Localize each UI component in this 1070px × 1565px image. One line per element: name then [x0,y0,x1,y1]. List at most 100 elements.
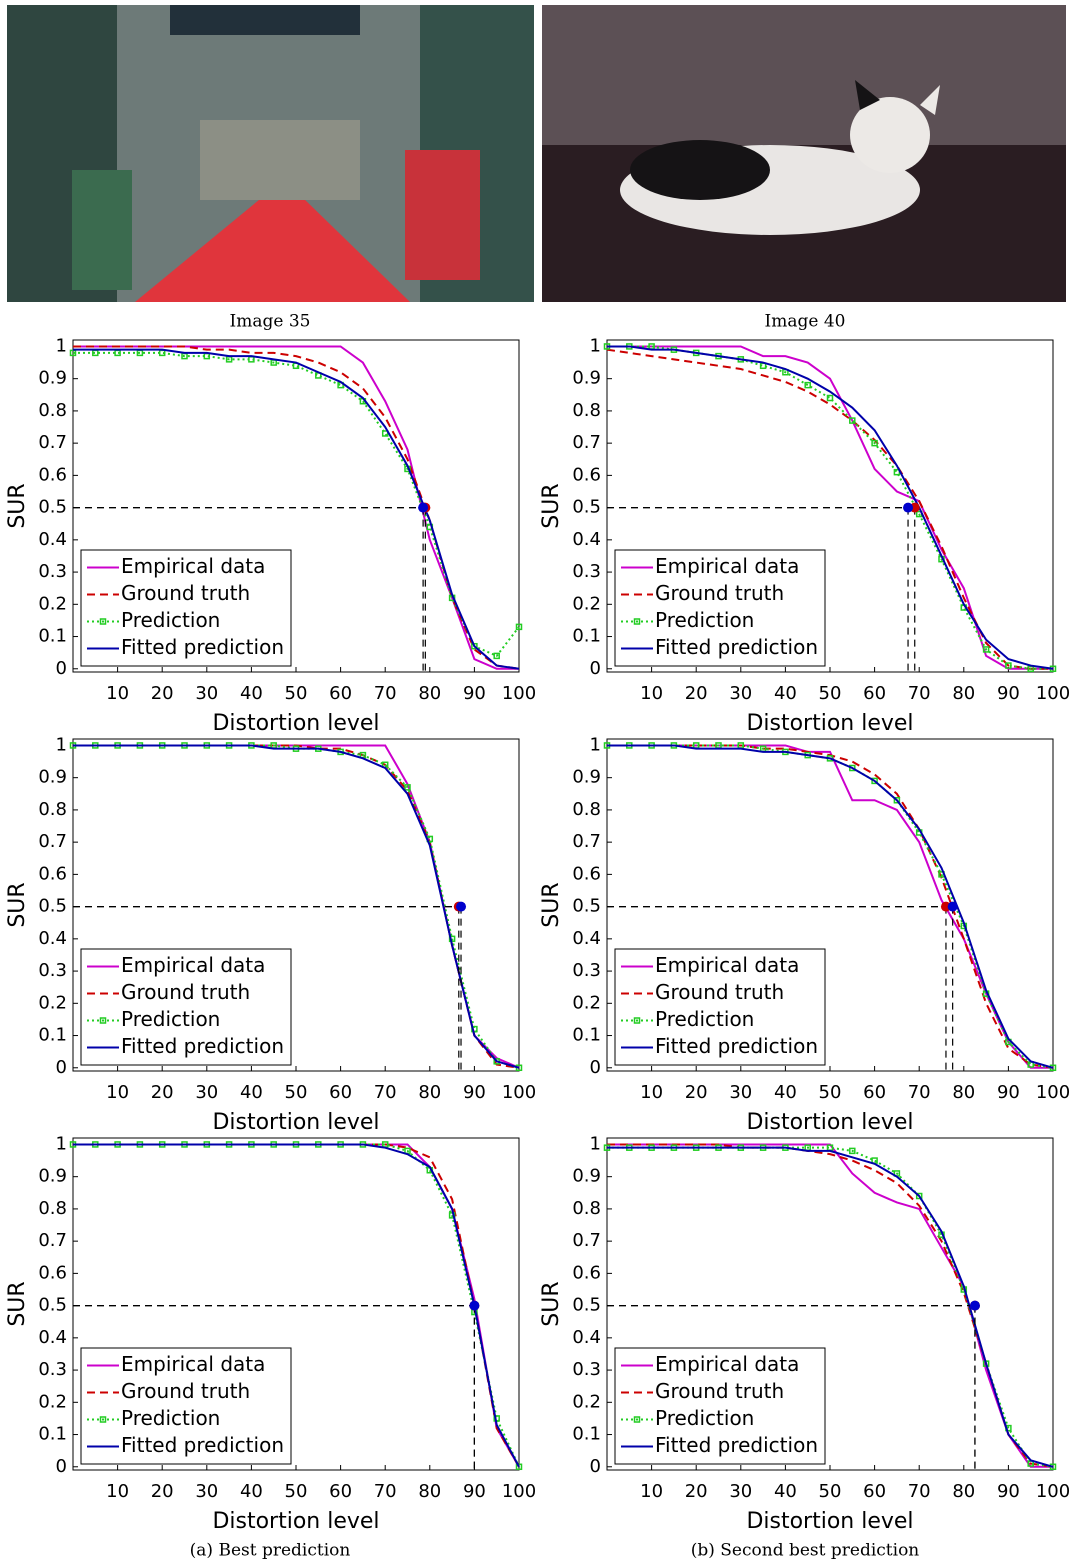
y-tick-label: 1 [590,734,601,755]
y-tick-label: 0.9 [572,1166,601,1187]
series-line [73,744,520,1069]
x-tick-label: 20 [151,683,174,704]
legend-marker [633,1017,641,1024]
x-axis-label: Distortion level [746,711,913,736]
legend-label: Prediction [121,608,220,632]
y-tick-label: 0.9 [38,767,67,788]
image-caption: Image 35 [230,312,311,332]
y-tick-label: 0.2 [38,992,67,1013]
x-tick-label: 20 [685,1481,708,1502]
y-tick-label: 0.2 [572,593,601,614]
chart: 10 20 30 40 50 60 70 80 90 100 0 0.1 0.2 0.3 0.4 0.5 0.6… [539,1133,1070,1534]
y-tick-label: 0.7 [38,831,67,852]
data-point [849,417,856,424]
y-tick-label: 0.8 [572,799,601,820]
data-point [893,796,901,804]
y-tick-label: 0.9 [38,1166,67,1187]
x-tick-label: 100 [1036,1082,1070,1103]
chart: 10 20 30 40 50 60 70 80 90 100 0 0.1 0.2 0.3 0.4 0.5 0.6… [539,734,1070,1135]
series-line [607,345,1053,670]
y-axis-label: SUR [5,483,30,528]
series-line [73,1143,520,1468]
x-tick-label: 40 [240,1481,263,1502]
legend-box [80,1347,292,1465]
series-line [73,744,520,1069]
x-tick-label: 30 [195,683,218,704]
x-axis-label: Distortion level [212,711,379,736]
legend-label: Ground truth [121,1379,250,1403]
y-tick-label: 0.2 [38,1391,67,1412]
legend-box [614,549,826,667]
image-caption: Image 40 [765,312,846,332]
half-point [469,1300,480,1311]
y-tick-label: 0.5 [572,1295,601,1316]
x-tick-label: 30 [729,1082,752,1103]
y-tick-label: 0 [56,1057,67,1078]
y-tick-label: 0.3 [38,1359,67,1380]
y-tick-label: 0.4 [572,1327,601,1348]
subcaption: (b) Second best prediction [691,1541,920,1561]
y-tick-label: 0.6 [572,1262,601,1283]
series-line [607,345,1054,670]
y-tick-label: 0.5 [572,497,601,518]
x-tick-label: 80 [418,1082,441,1103]
y-tick-label: 0 [56,1456,67,1477]
legend-marker [99,618,107,625]
y-tick-label: 0 [56,658,67,679]
y-tick-label: 0.4 [38,529,67,550]
y-tick-label: 0.9 [572,368,601,389]
x-tick-label: 10 [106,1481,129,1502]
y-tick-label: 0.9 [572,767,601,788]
x-tick-label: 60 [863,1481,886,1502]
y-axis-label: SUR [539,882,564,927]
y-tick-label: 0.5 [38,896,67,917]
legend-marker [99,1416,107,1423]
y-tick-label: 0.8 [38,1198,67,1219]
chart: 10 20 30 40 50 60 70 80 90 100 0 0.1 0.2 0.3 0.4 0.5 0.6… [5,335,536,736]
y-tick-label: 0.1 [38,1025,67,1046]
y-tick-label: 0.2 [572,1391,601,1412]
legend-box [614,948,826,1066]
x-tick-label: 40 [240,683,263,704]
y-tick-label: 0.4 [572,928,601,949]
y-tick-label: 0.6 [572,863,601,884]
legend-label: Fitted prediction [121,1433,284,1457]
x-tick-label: 50 [819,683,842,704]
y-tick-label: 0.2 [38,593,67,614]
y-axis-label: SUR [5,882,30,927]
x-tick-label: 80 [952,683,975,704]
series-line [73,348,520,670]
x-tick-label: 20 [685,683,708,704]
legend-label: Empirical data [655,1352,799,1376]
series-line [607,744,1053,1069]
legend-box [80,948,292,1066]
legend-box [80,549,292,667]
y-tick-label: 0.8 [38,799,67,820]
legend-label: Empirical data [121,1352,265,1376]
x-tick-label: 70 [908,683,931,704]
legend-label: Empirical data [121,953,265,977]
photo-cat [542,5,1066,302]
data-point [871,439,878,447]
legend-label: Ground truth [655,581,784,605]
x-tick-label: 100 [1036,1481,1070,1502]
y-tick-label: 0.1 [572,626,601,647]
y-tick-label: 0.5 [38,1295,67,1316]
x-tick-label: 40 [240,1082,263,1103]
x-tick-label: 30 [195,1082,218,1103]
x-tick-label: 70 [374,1481,397,1502]
data-point [381,430,389,437]
series-line [607,1143,1054,1468]
x-tick-label: 80 [418,683,441,704]
legend-label: Fitted prediction [655,1433,818,1457]
y-tick-label: 0.1 [38,1424,67,1445]
x-tick-label: 20 [685,1082,708,1103]
y-tick-label: 0.8 [572,1198,601,1219]
x-tick-label: 40 [774,1481,797,1502]
y-tick-label: 0.4 [572,529,601,550]
legend-label: Ground truth [655,1379,784,1403]
chart: 10 20 30 40 50 60 70 80 90 100 0 0.1 0.2 0.3 0.4 0.5 0.6… [5,1133,536,1534]
x-tick-label: 60 [329,683,352,704]
x-axis-label: Distortion level [212,1110,379,1135]
